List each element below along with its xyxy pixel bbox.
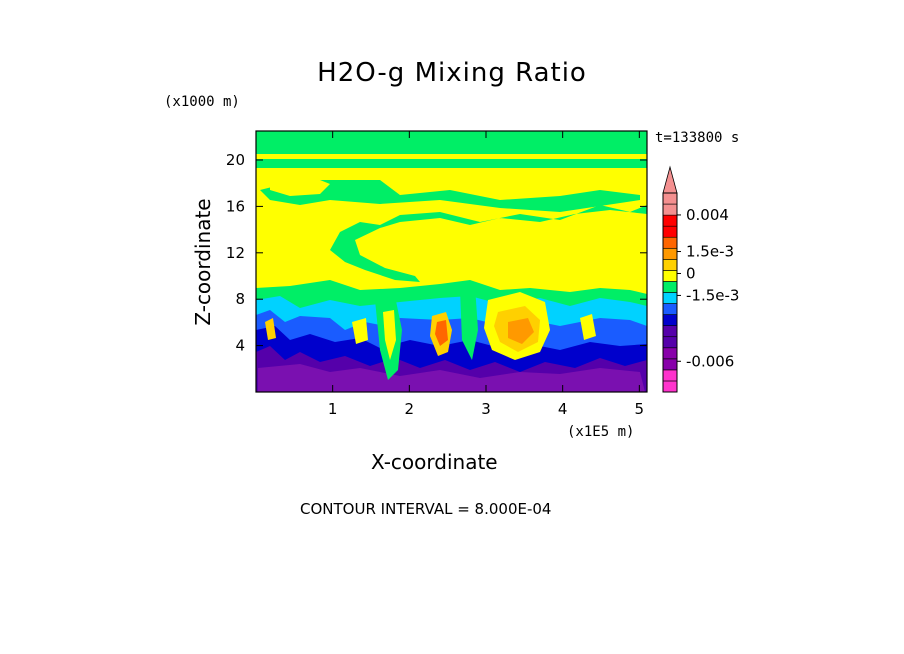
colorbar-level bbox=[662, 259, 678, 271]
colorbar-level bbox=[662, 281, 678, 293]
x-ticks: 1 2 3 4 5 bbox=[328, 131, 644, 418]
colorbar-level bbox=[662, 303, 678, 315]
field-yellow-strip bbox=[256, 154, 647, 159]
y-tick-label: 16 bbox=[226, 197, 245, 215]
field-green-strip bbox=[256, 159, 647, 168]
field-yellow-hole-2 bbox=[520, 174, 640, 190]
colorbar-level bbox=[662, 247, 678, 260]
x-tick-label: 5 bbox=[635, 400, 645, 418]
colorbar-level bbox=[662, 347, 678, 360]
y-ticks: 4 8 12 16 20 bbox=[226, 151, 647, 355]
field-green-upper-2 bbox=[260, 180, 640, 212]
colorbar-level bbox=[662, 203, 678, 216]
y-tick-label: 8 bbox=[235, 290, 245, 308]
field-plume-1b bbox=[383, 310, 396, 360]
colorbar-level bbox=[662, 369, 678, 382]
x-axis-unit: (x1E5 m) bbox=[567, 424, 635, 440]
y-tick-label: 4 bbox=[235, 337, 245, 355]
colorbar-extend-arrow bbox=[662, 165, 678, 194]
colorbar-frame bbox=[662, 192, 678, 393]
x-tick-label: 3 bbox=[481, 400, 491, 418]
colorbar-label: 0 bbox=[686, 264, 696, 282]
field-plume-2b bbox=[435, 320, 448, 346]
x-axis-label: X-coordinate bbox=[371, 450, 498, 474]
colorbar-level bbox=[662, 236, 678, 249]
colorbar-level bbox=[662, 292, 678, 304]
field-purple-dark bbox=[258, 364, 645, 392]
colorbar-level bbox=[662, 270, 678, 282]
chart-title: H2O-g Mixing Ratio bbox=[317, 58, 587, 88]
x-tick-label: 1 bbox=[328, 400, 338, 418]
colorbar-level bbox=[662, 380, 678, 393]
y-tick-label: 12 bbox=[226, 244, 245, 262]
colorbar-level bbox=[662, 225, 678, 238]
field-plume-5 bbox=[352, 318, 368, 344]
colorbar-level bbox=[662, 336, 678, 349]
y-tick-label: 20 bbox=[226, 151, 245, 169]
colorbar-level bbox=[662, 314, 678, 326]
x-tick-label: 2 bbox=[405, 400, 415, 418]
colorbar-level bbox=[662, 192, 678, 205]
colorbar: 0.004 1.5e-3 0 -1.5e-3 -0.006 bbox=[662, 165, 739, 393]
contour-interval-label: CONTOUR INTERVAL = 8.000E-04 bbox=[300, 500, 552, 518]
contour-field bbox=[256, 131, 647, 392]
colorbar-level bbox=[662, 214, 678, 227]
colorbar-level bbox=[662, 358, 678, 371]
field-yellow-hole bbox=[270, 176, 330, 196]
field-plume-6 bbox=[580, 314, 596, 340]
time-label: t=133800 s bbox=[655, 130, 740, 146]
field-plume-3c bbox=[508, 318, 534, 344]
plot-frame bbox=[255, 130, 648, 393]
field-plume-4 bbox=[460, 286, 478, 360]
colorbar-level bbox=[662, 325, 678, 338]
colorbar-label: -1.5e-3 bbox=[686, 286, 739, 304]
field-green-upper bbox=[256, 168, 647, 282]
colorbar-label: 1.5e-3 bbox=[686, 243, 734, 261]
field-green-top bbox=[256, 131, 647, 154]
y-axis-unit: (x1000 m) bbox=[164, 94, 240, 110]
colorbar-label: 0.004 bbox=[686, 206, 729, 224]
field-plume-7 bbox=[265, 318, 276, 340]
colorbar-label: -0.006 bbox=[686, 352, 734, 370]
x-tick-label: 4 bbox=[558, 400, 568, 418]
